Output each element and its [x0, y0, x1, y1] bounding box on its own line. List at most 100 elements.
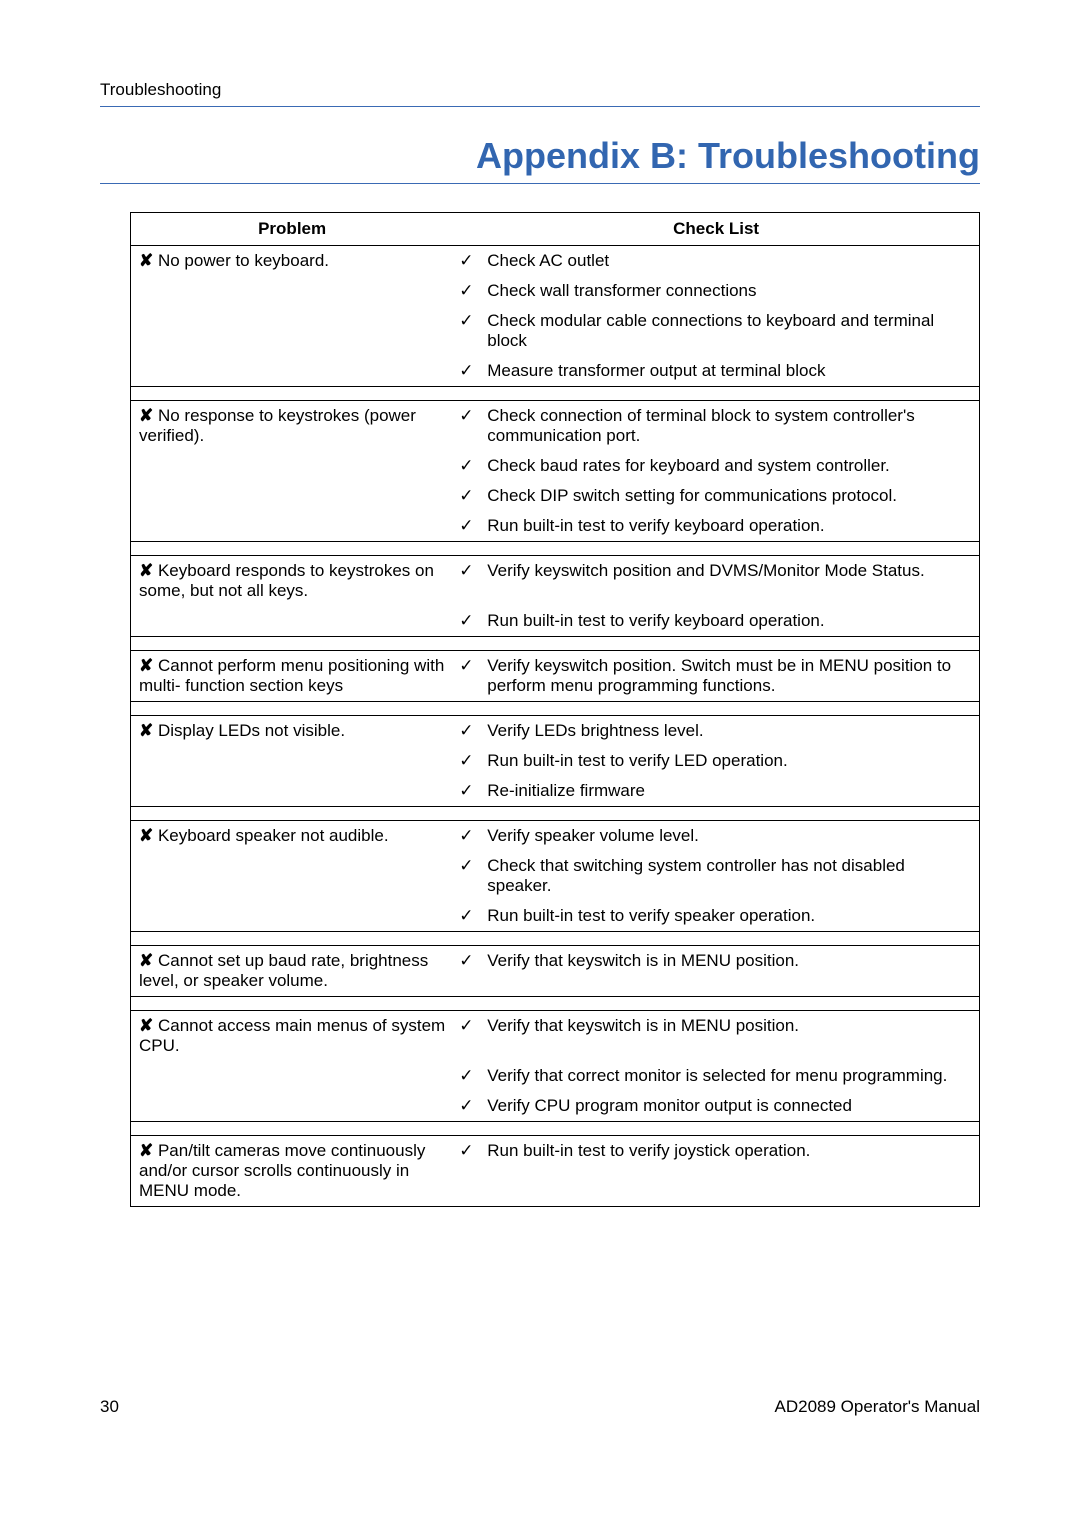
check-text: Verify that keyswitch is in MENU positio…	[483, 946, 979, 997]
table-row: ✓Verify that correct monitor is selected…	[131, 1061, 979, 1091]
check-text: Verify keyswitch position. Switch must b…	[483, 651, 979, 702]
table-row: ✓Measure transformer output at terminal …	[131, 356, 979, 387]
problem-cell: Cannot perform menu positioning with mul…	[131, 651, 453, 702]
group-separator	[131, 997, 979, 1011]
problem-cell: Cannot set up baud rate, brightness leve…	[131, 946, 453, 997]
problem-cell	[131, 451, 453, 481]
problem-cell	[131, 1091, 453, 1122]
problem-text: Pan/tilt cameras move continuously and/o…	[139, 1141, 425, 1200]
problem-cell: Keyboard speaker not audible.	[131, 821, 453, 852]
problem-cell	[131, 851, 453, 901]
check-text: Verify keyswitch position and DVMS/Monit…	[483, 556, 979, 607]
table-row: ✓Run built-in test to verify keyboard op…	[131, 606, 979, 637]
check-text: Check baud rates for keyboard and system…	[483, 451, 979, 481]
check-icon: ✓	[453, 451, 483, 481]
table-row: Keyboard speaker not audible.✓Verify spe…	[131, 821, 979, 852]
check-icon: ✓	[453, 776, 483, 807]
col-checklist-header: Check List	[453, 213, 979, 246]
table-row: ✓Re-initialize firmware	[131, 776, 979, 807]
check-text: Check that switching system controller h…	[483, 851, 979, 901]
problem-text: Keyboard responds to keystrokes on some,…	[139, 561, 434, 600]
check-icon: ✓	[453, 851, 483, 901]
check-text: Check AC outlet	[483, 246, 979, 277]
problem-text: Keyboard speaker not audible.	[139, 826, 389, 845]
check-icon: ✓	[453, 946, 483, 997]
problem-cell	[131, 306, 453, 356]
check-text: Run built-in test to verify LED operatio…	[483, 746, 979, 776]
problem-cell	[131, 511, 453, 542]
problem-cell	[131, 1061, 453, 1091]
table-row: ✓Check baud rates for keyboard and syste…	[131, 451, 979, 481]
check-icon: ✓	[453, 901, 483, 932]
table-row: ✓Run built-in test to verify keyboard op…	[131, 511, 979, 542]
check-icon: ✓	[453, 1136, 483, 1207]
check-icon: ✓	[453, 1091, 483, 1122]
check-text: Run built-in test to verify keyboard ope…	[483, 606, 979, 637]
check-text: Verify that keyswitch is in MENU positio…	[483, 1011, 979, 1062]
check-icon: ✓	[453, 246, 483, 277]
check-text: Re-initialize firmware	[483, 776, 979, 807]
problem-cell: Display LEDs not visible.	[131, 716, 453, 747]
problem-cell	[131, 746, 453, 776]
title-rule	[100, 183, 980, 184]
table-row: ✓Check that switching system controller …	[131, 851, 979, 901]
group-separator	[131, 932, 979, 946]
problem-cell	[131, 356, 453, 387]
check-text: Check wall transformer connections	[483, 276, 979, 306]
check-icon: ✓	[453, 481, 483, 511]
col-problem-header: Problem	[131, 213, 453, 246]
check-icon: ✓	[453, 511, 483, 542]
page-footer: 30 AD2089 Operator's Manual	[100, 1397, 980, 1417]
problem-cell: Keyboard responds to keystrokes on some,…	[131, 556, 453, 607]
table-row: ✓Run built-in test to verify LED operati…	[131, 746, 979, 776]
top-rule	[100, 106, 980, 107]
group-separator	[131, 807, 979, 821]
page-title: Appendix B: Troubleshooting	[100, 135, 980, 177]
check-text: Verify CPU program monitor output is con…	[483, 1091, 979, 1122]
check-icon: ✓	[453, 1011, 483, 1062]
table-row: Pan/tilt cameras move continuously and/o…	[131, 1136, 979, 1207]
table-header-row: Problem Check List	[131, 213, 979, 246]
check-icon: ✓	[453, 356, 483, 387]
troubleshooting-table: Problem Check List No power to keyboard.…	[131, 213, 979, 1206]
check-text: Run built-in test to verify joystick ope…	[483, 1136, 979, 1207]
check-icon: ✓	[453, 651, 483, 702]
problem-cell	[131, 481, 453, 511]
table-row: ✓Check wall transformer connections	[131, 276, 979, 306]
group-separator	[131, 637, 979, 651]
problem-cell	[131, 901, 453, 932]
check-text: Check DIP switch setting for communicati…	[483, 481, 979, 511]
problem-cell: No power to keyboard.	[131, 246, 453, 277]
check-icon: ✓	[453, 306, 483, 356]
table-row: Display LEDs not visible.✓Verify LEDs br…	[131, 716, 979, 747]
problem-cell: Cannot access main menus of system CPU.	[131, 1011, 453, 1062]
problem-cell	[131, 606, 453, 637]
table-row: Cannot perform menu positioning with mul…	[131, 651, 979, 702]
problem-text: Cannot set up baud rate, brightness leve…	[139, 951, 428, 990]
check-text: Verify that correct monitor is selected …	[483, 1061, 979, 1091]
check-text: Check modular cable connections to keybo…	[483, 306, 979, 356]
table-row: No response to keystrokes (power verifie…	[131, 401, 979, 452]
group-separator	[131, 1122, 979, 1136]
table-body: No power to keyboard.✓Check AC outlet✓Ch…	[131, 246, 979, 1207]
group-separator	[131, 702, 979, 716]
table-row: Cannot set up baud rate, brightness leve…	[131, 946, 979, 997]
page-number: 30	[100, 1397, 119, 1417]
check-icon: ✓	[453, 746, 483, 776]
check-icon: ✓	[453, 556, 483, 607]
group-separator	[131, 387, 979, 401]
table-row: ✓Run built-in test to verify speaker ope…	[131, 901, 979, 932]
check-text: Check connection of terminal block to sy…	[483, 401, 979, 452]
doc-title: AD2089 Operator's Manual	[775, 1397, 980, 1417]
group-separator	[131, 542, 979, 556]
check-text: Run built-in test to verify keyboard ope…	[483, 511, 979, 542]
problem-text: No power to keyboard.	[139, 251, 329, 270]
table-row: ✓Check DIP switch setting for communicat…	[131, 481, 979, 511]
check-icon: ✓	[453, 716, 483, 747]
problem-text: Display LEDs not visible.	[139, 721, 345, 740]
section-label: Troubleshooting	[100, 80, 980, 100]
table-row: Keyboard responds to keystrokes on some,…	[131, 556, 979, 607]
check-icon: ✓	[453, 821, 483, 852]
check-text: Run built-in test to verify speaker oper…	[483, 901, 979, 932]
problem-cell: No response to keystrokes (power verifie…	[131, 401, 453, 452]
